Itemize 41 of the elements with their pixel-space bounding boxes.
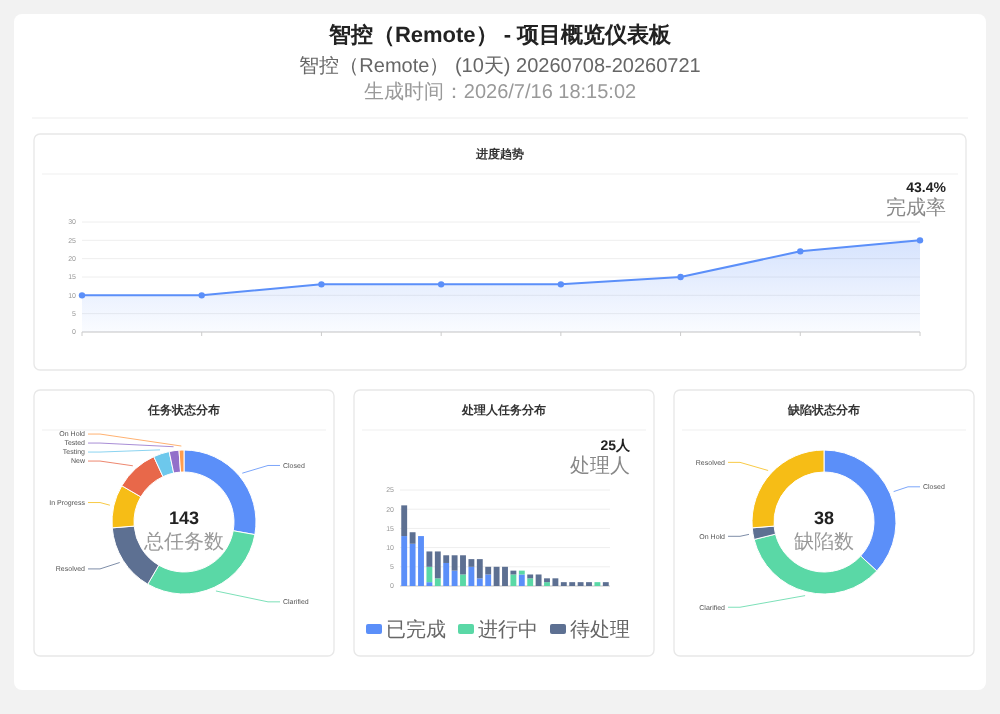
bar [518,574,525,586]
text: 智控（Remote） - 项目概览仪表板 [326,22,674,48]
bar [552,578,559,586]
bar [409,543,416,586]
point [437,281,445,288]
bar [451,570,458,586]
text: 38 [813,508,835,528]
text: 智控（Remote） (10天) 20260708-20260721 [299,54,702,78]
bar [527,578,534,586]
text: 处理人 [570,454,630,478]
point [198,292,205,299]
point [797,248,804,255]
bar [476,559,483,579]
legend-label: 进行中 [478,618,538,642]
bar [451,555,458,571]
point [916,237,924,244]
bar [460,574,466,586]
text: 143 [168,508,200,528]
bar [401,505,408,537]
bar [434,551,441,579]
bar [510,574,517,586]
legend-label: 已完成 [386,618,446,642]
bar [443,562,450,586]
point [318,281,325,288]
bar [535,574,542,586]
text: 总任务数 [142,530,224,554]
bar [418,536,424,586]
bar [502,566,508,586]
bar [468,566,475,586]
text: 缺陷数 [794,530,854,554]
bar [485,574,492,586]
bar [401,536,408,586]
point [557,281,565,288]
text: 完成率 [886,196,946,220]
point [677,273,684,281]
legend-label: 待处理 [570,618,630,642]
point [78,292,86,299]
text: 生成时间：2026/7/16 18:15:02 [363,80,638,104]
bar [426,566,433,583]
bar [460,555,466,575]
bar [493,566,500,586]
